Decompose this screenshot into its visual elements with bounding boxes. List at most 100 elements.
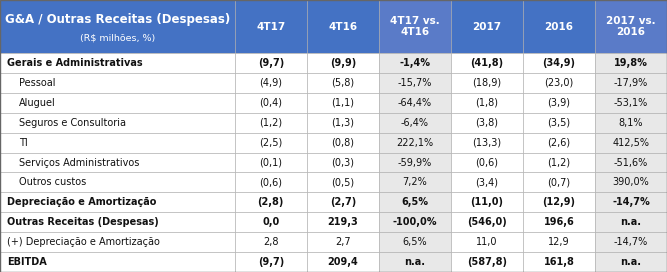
Text: 4T16: 4T16 <box>328 21 358 32</box>
Text: (12,9): (12,9) <box>542 197 576 207</box>
Bar <box>235 172 307 192</box>
Text: (4,9): (4,9) <box>259 78 282 88</box>
Text: 6,5%: 6,5% <box>402 197 428 207</box>
Text: 7,2%: 7,2% <box>402 177 428 187</box>
Bar <box>235 133 307 153</box>
Bar <box>307 113 379 133</box>
Text: (11,0): (11,0) <box>470 197 504 207</box>
Bar <box>451 153 523 172</box>
Text: 161,8: 161,8 <box>544 257 574 267</box>
Bar <box>523 192 595 212</box>
Text: -64,4%: -64,4% <box>398 98 432 108</box>
Text: (R$ milhões, %): (R$ milhões, %) <box>80 34 155 43</box>
Text: (0,5): (0,5) <box>331 177 354 187</box>
Bar <box>379 133 451 153</box>
Text: 8,1%: 8,1% <box>619 118 643 128</box>
Text: Gerais e Administrativas: Gerais e Administrativas <box>7 58 142 68</box>
Text: 19,8%: 19,8% <box>614 58 648 68</box>
Text: (9,7): (9,7) <box>257 257 284 267</box>
Text: n.a.: n.a. <box>620 257 642 267</box>
Bar <box>595 172 667 192</box>
Bar <box>379 192 451 212</box>
Text: 2,8: 2,8 <box>263 237 279 247</box>
Bar <box>595 113 667 133</box>
Text: Aluguel: Aluguel <box>19 98 55 108</box>
Bar <box>307 93 379 113</box>
Bar <box>379 53 451 73</box>
Text: (41,8): (41,8) <box>470 58 504 68</box>
Text: Outros custos: Outros custos <box>19 177 86 187</box>
Text: 2016: 2016 <box>544 21 574 32</box>
Bar <box>595 192 667 212</box>
Bar <box>595 133 667 153</box>
Bar <box>0 93 235 113</box>
Text: (+) Depreciação e Amortização: (+) Depreciação e Amortização <box>7 237 159 247</box>
Text: (3,9): (3,9) <box>548 98 570 108</box>
Text: (1,8): (1,8) <box>476 98 498 108</box>
Text: (546,0): (546,0) <box>467 217 507 227</box>
Bar <box>235 0 307 53</box>
Text: n.a.: n.a. <box>404 257 426 267</box>
Bar <box>235 232 307 252</box>
Bar <box>451 232 523 252</box>
Bar <box>307 53 379 73</box>
Bar <box>307 0 379 53</box>
Bar <box>0 153 235 172</box>
Text: (5,8): (5,8) <box>331 78 354 88</box>
Text: 4T17 vs.
4T16: 4T17 vs. 4T16 <box>390 16 440 37</box>
Text: -6,4%: -6,4% <box>401 118 429 128</box>
Bar <box>595 212 667 232</box>
Bar <box>523 0 595 53</box>
Bar <box>0 113 235 133</box>
Text: G&A / Outras Receitas (Despesas): G&A / Outras Receitas (Despesas) <box>5 13 230 26</box>
Bar <box>235 93 307 113</box>
Text: (1,3): (1,3) <box>331 118 354 128</box>
Bar <box>523 113 595 133</box>
Bar <box>451 172 523 192</box>
Text: (0,6): (0,6) <box>476 157 498 168</box>
Text: EBITDA: EBITDA <box>7 257 47 267</box>
Bar <box>0 73 235 93</box>
Bar <box>235 252 307 272</box>
Text: (3,5): (3,5) <box>548 118 570 128</box>
Bar <box>523 93 595 113</box>
Bar <box>235 53 307 73</box>
Text: (0,8): (0,8) <box>331 138 354 148</box>
Bar <box>523 133 595 153</box>
Text: -14,7%: -14,7% <box>614 237 648 247</box>
Bar <box>451 212 523 232</box>
Text: (9,9): (9,9) <box>329 58 356 68</box>
Bar <box>595 93 667 113</box>
Bar <box>0 252 235 272</box>
Text: -17,9%: -17,9% <box>614 78 648 88</box>
Bar <box>595 232 667 252</box>
Bar <box>523 232 595 252</box>
Text: Serviços Administrativos: Serviços Administrativos <box>19 157 139 168</box>
Text: (9,7): (9,7) <box>257 58 284 68</box>
Bar <box>379 73 451 93</box>
Text: -1,4%: -1,4% <box>400 58 430 68</box>
Text: 196,6: 196,6 <box>544 217 574 227</box>
Text: (2,8): (2,8) <box>257 197 284 207</box>
Bar <box>451 0 523 53</box>
Bar <box>523 172 595 192</box>
Bar <box>307 192 379 212</box>
Bar <box>307 73 379 93</box>
Bar <box>379 252 451 272</box>
Text: (587,8): (587,8) <box>467 257 507 267</box>
Bar <box>0 0 235 53</box>
Bar <box>451 53 523 73</box>
Bar <box>523 252 595 272</box>
Bar <box>0 212 235 232</box>
Bar <box>235 192 307 212</box>
Bar <box>235 212 307 232</box>
Bar <box>0 232 235 252</box>
Bar <box>523 212 595 232</box>
Text: 412,5%: 412,5% <box>612 138 650 148</box>
Bar <box>379 153 451 172</box>
Bar <box>595 73 667 93</box>
Text: (1,1): (1,1) <box>331 98 354 108</box>
Text: (3,8): (3,8) <box>476 118 498 128</box>
Text: (0,1): (0,1) <box>259 157 282 168</box>
Text: 2,7: 2,7 <box>335 237 351 247</box>
